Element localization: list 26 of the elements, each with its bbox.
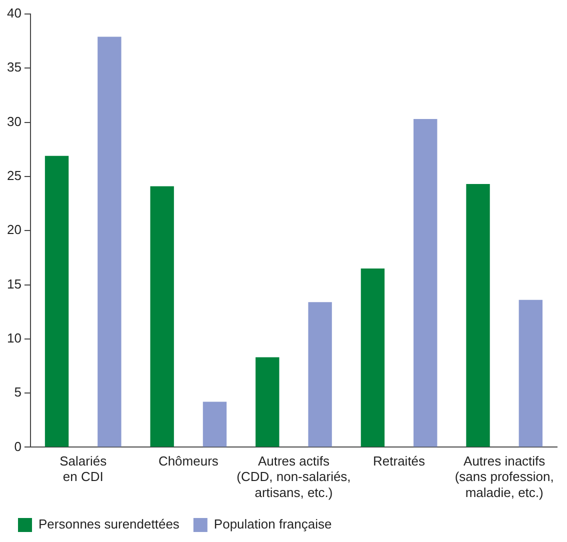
- y-tick-label: 0: [14, 438, 22, 454]
- y-tick-label: 40: [6, 6, 22, 21]
- legend-label: Population française: [214, 516, 332, 532]
- y-tick-label: 20: [6, 222, 22, 238]
- bar: [98, 36, 122, 447]
- y-tick-label: 15: [6, 276, 22, 292]
- x-tick-label: Retraités: [373, 454, 426, 469]
- y-tick-label: 25: [6, 168, 22, 184]
- y-tick-label: 10: [6, 330, 22, 346]
- bar: [360, 268, 385, 447]
- bar: [466, 184, 490, 447]
- x-tick-label: Autres actifs (CDD, non-salariés, artisans, etc.): [236, 454, 351, 500]
- x-tick-label: Salariés en CDI: [60, 454, 108, 484]
- y-tick-label: 35: [6, 60, 22, 75]
- y-tick-label: 30: [6, 114, 22, 129]
- x-tick-label: Chômeurs: [158, 454, 219, 469]
- legend-label: Personnes surendettées: [38, 516, 180, 532]
- bar: [44, 156, 69, 447]
- bar: [518, 300, 543, 447]
- bar: [414, 119, 438, 447]
- bar: [150, 186, 174, 447]
- y-tick-label: 5: [14, 384, 22, 400]
- bar: [256, 357, 280, 447]
- bar: [202, 402, 227, 447]
- x-tick-label: Autres inactifs (sans profession, maladie, etc.): [454, 454, 554, 500]
- bar: [308, 302, 332, 447]
